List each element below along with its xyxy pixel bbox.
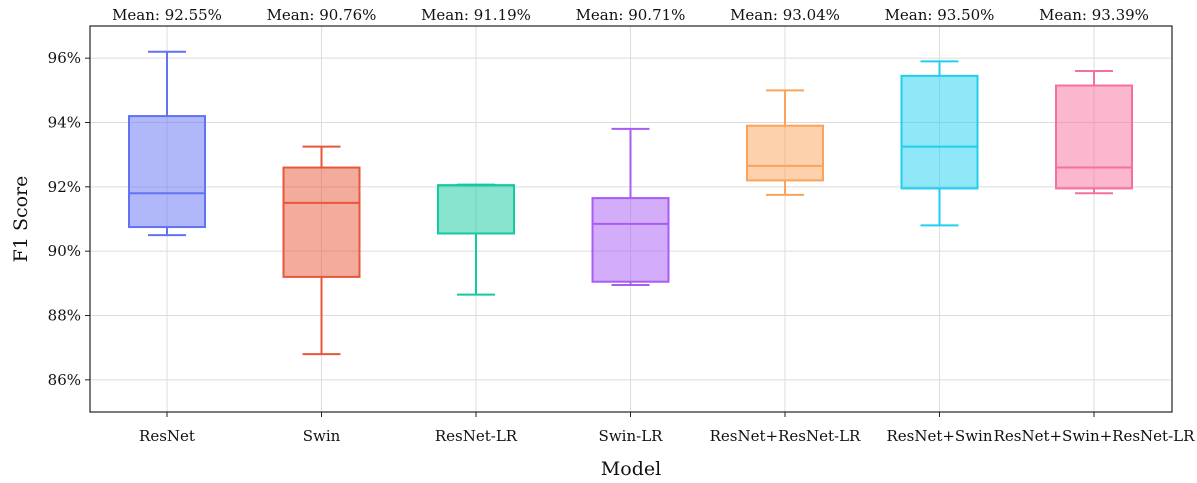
y-axis-label: F1 Score	[10, 176, 32, 263]
x-tick-label: ResNet+ResNet-LR	[710, 427, 861, 445]
box-3	[437, 183, 515, 296]
mean-label: Mean: 92.55%	[112, 6, 222, 24]
y-tick-label: 88%	[48, 307, 81, 325]
box-7	[1055, 70, 1133, 195]
x-axis-ticks: ResNet Swin ResNet-LR Swin-LR ResNet+ResNet-…	[139, 412, 1195, 445]
iqr-box	[282, 166, 361, 278]
x-tick-label: ResNet+Swin	[886, 427, 992, 445]
box-4	[591, 127, 670, 286]
box-2	[282, 145, 361, 356]
y-tick-label: 86%	[48, 371, 81, 389]
y-tick-label: 90%	[48, 242, 81, 260]
boxes	[128, 50, 1133, 356]
y-tick-label: 94%	[48, 114, 81, 132]
iqr-box	[437, 184, 515, 235]
mean-label: Mean: 91.19%	[421, 6, 531, 24]
y-axis-ticks: 86% 88% 90% 92% 94% 96%	[48, 49, 90, 389]
box-6	[900, 60, 979, 227]
x-tick-label: Swin-LR	[599, 427, 664, 445]
y-tick-label: 92%	[48, 178, 81, 196]
x-tick-label: ResNet	[139, 427, 195, 445]
x-tick-label: ResNet+Swin+ResNet-LR	[994, 427, 1196, 445]
mean-label: Mean: 93.04%	[730, 6, 840, 24]
iqr-box	[591, 197, 670, 283]
iqr-box	[746, 124, 824, 182]
mean-labels: Mean: 92.55% Mean: 90.76% Mean: 91.19% Mean…	[112, 6, 1149, 24]
box-1	[128, 50, 206, 237]
x-tick-label: Swin	[303, 427, 341, 445]
x-tick-label: ResNet-LR	[435, 427, 518, 445]
mean-label: Mean: 90.76%	[267, 6, 377, 24]
mean-label: Mean: 90.71%	[576, 6, 686, 24]
iqr-box	[1055, 84, 1133, 190]
iqr-box	[128, 115, 206, 229]
y-tick-label: 96%	[48, 49, 81, 67]
mean-label: Mean: 93.39%	[1039, 6, 1149, 24]
mean-label: Mean: 93.50%	[885, 6, 995, 24]
iqr-box	[900, 74, 979, 190]
box-5	[746, 89, 824, 196]
x-axis-label: Model	[601, 458, 661, 480]
